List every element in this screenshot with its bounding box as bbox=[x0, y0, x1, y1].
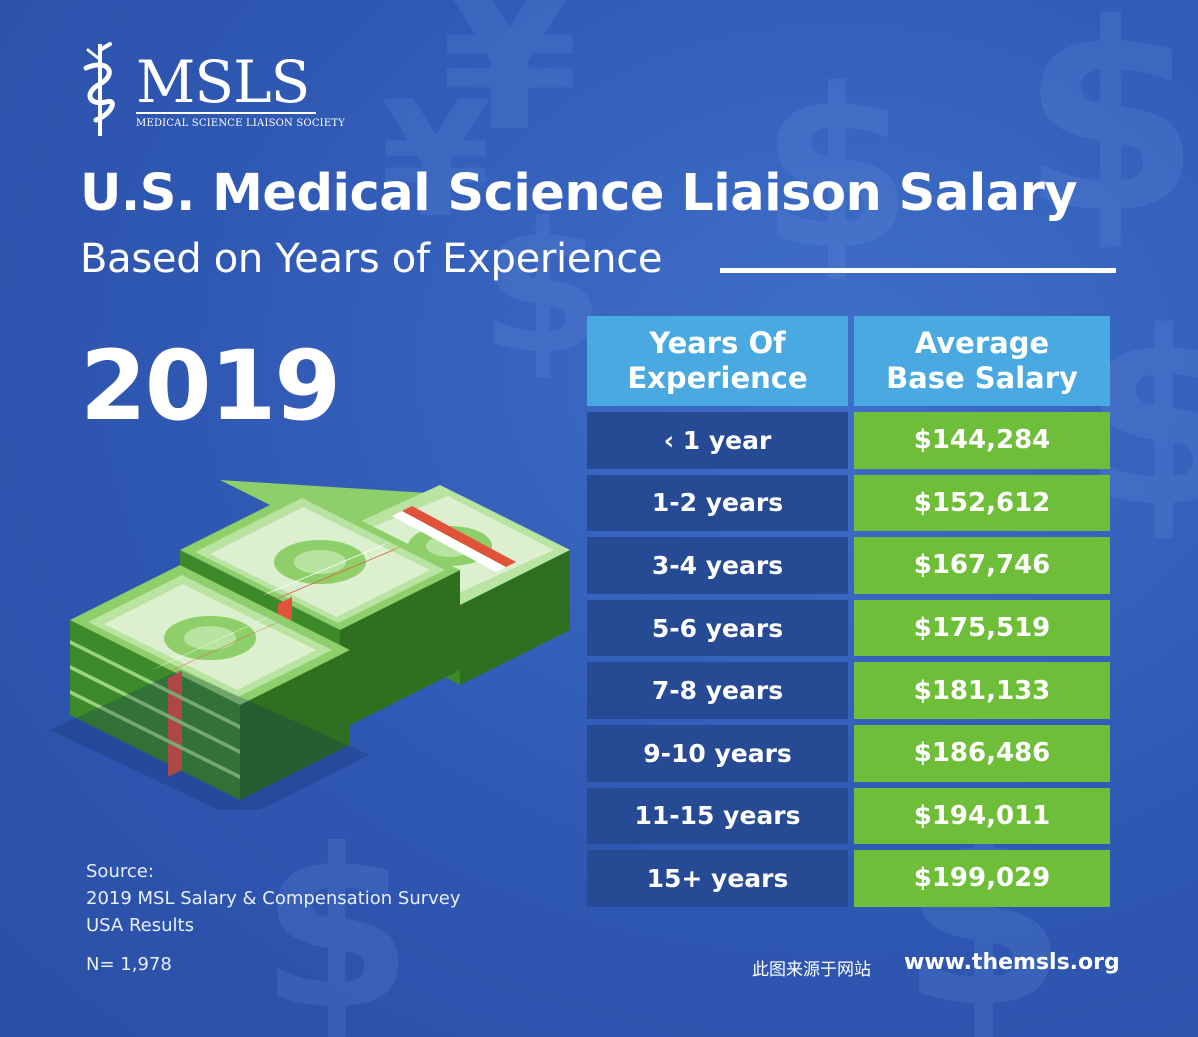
background-yen-icon: ¥ bbox=[380, 66, 492, 253]
logo-wordmark: MSLS bbox=[136, 48, 310, 116]
source-label: Source: bbox=[86, 861, 154, 882]
salary-cell: $144,284 bbox=[854, 412, 1110, 469]
table-body: ‹ 1 year $144,284 1-2 years $152,612 3-4… bbox=[587, 412, 1110, 907]
header-line: Years Of bbox=[649, 326, 786, 360]
table-row: 7-8 years $181,133 bbox=[587, 662, 1110, 719]
experience-cell: 5-6 years bbox=[587, 599, 848, 657]
table-row: 15+ years $199,029 bbox=[587, 850, 1110, 907]
header-years-of-experience: Years Of Experience bbox=[587, 316, 848, 406]
experience-cell: 1-2 years bbox=[587, 474, 848, 532]
sample-size: N= 1,978 bbox=[86, 954, 172, 975]
experience-cell: 3-4 years bbox=[587, 537, 848, 594]
source-note: Source: 2019 MSL Salary & Compensation S… bbox=[86, 858, 461, 939]
table-row: 11-15 years $194,011 bbox=[587, 787, 1110, 845]
table-row: 1-2 years $152,612 bbox=[587, 474, 1110, 532]
subtitle-rule bbox=[720, 268, 1116, 273]
salary-cell: $199,029 bbox=[854, 850, 1110, 907]
experience-cell: 7-8 years bbox=[587, 662, 848, 719]
salary-cell: $194,011 bbox=[854, 787, 1110, 845]
header-line: Base Salary bbox=[886, 361, 1078, 395]
salary-cell: $186,486 bbox=[854, 724, 1110, 782]
page-title: U.S. Medical Science Liaison Salary bbox=[80, 164, 1078, 223]
survey-year: 2019 bbox=[80, 330, 341, 442]
table-row: ‹ 1 year $144,284 bbox=[587, 412, 1110, 469]
salary-cell: $181,133 bbox=[854, 662, 1110, 719]
table-header: Years Of Experience Average Base Salary bbox=[587, 316, 1110, 406]
msls-logo: MSLS MEDICAL SCIENCE LIAISON SOCIETY bbox=[78, 40, 345, 140]
header-average-base-salary: Average Base Salary bbox=[854, 316, 1110, 406]
experience-cell: 11-15 years bbox=[587, 787, 848, 845]
website-link[interactable]: www.themsls.org bbox=[904, 950, 1120, 975]
money-stacks-icon bbox=[50, 480, 570, 810]
experience-cell: 15+ years bbox=[587, 850, 848, 907]
salary-cell: $152,612 bbox=[854, 474, 1110, 532]
caduceus-icon bbox=[83, 42, 115, 136]
background-dollar-icon: $ bbox=[480, 185, 606, 394]
table-row: 9-10 years $186,486 bbox=[587, 724, 1110, 782]
salary-cell: $175,519 bbox=[854, 599, 1110, 657]
salary-table: Years Of Experience Average Base Salary … bbox=[587, 316, 1110, 913]
source-line-2: USA Results bbox=[86, 915, 194, 936]
background-dollar-icon: $ bbox=[760, 42, 914, 298]
experience-cell: ‹ 1 year bbox=[587, 412, 848, 469]
header-line: Average bbox=[914, 326, 1050, 360]
table-row: 5-6 years $175,519 bbox=[587, 599, 1110, 657]
header-line: Experience bbox=[627, 361, 808, 395]
source-line-1: 2019 MSL Salary & Compensation Survey bbox=[86, 888, 461, 909]
salary-cell: $167,746 bbox=[854, 537, 1110, 594]
page-subtitle: Based on Years of Experience bbox=[80, 236, 663, 282]
logo-divider bbox=[136, 112, 316, 114]
watermark-text: 此图来源于网站 bbox=[752, 960, 871, 980]
background-dollar-icon: $ bbox=[260, 802, 414, 1037]
table-row: 3-4 years $167,746 bbox=[587, 537, 1110, 594]
experience-cell: 9-10 years bbox=[587, 724, 848, 782]
logo-subtitle: MEDICAL SCIENCE LIAISON SOCIETY bbox=[136, 118, 345, 129]
background-dollar-icon: $ bbox=[1020, 0, 1198, 271]
background-yen-icon: ¥ bbox=[440, 0, 580, 176]
